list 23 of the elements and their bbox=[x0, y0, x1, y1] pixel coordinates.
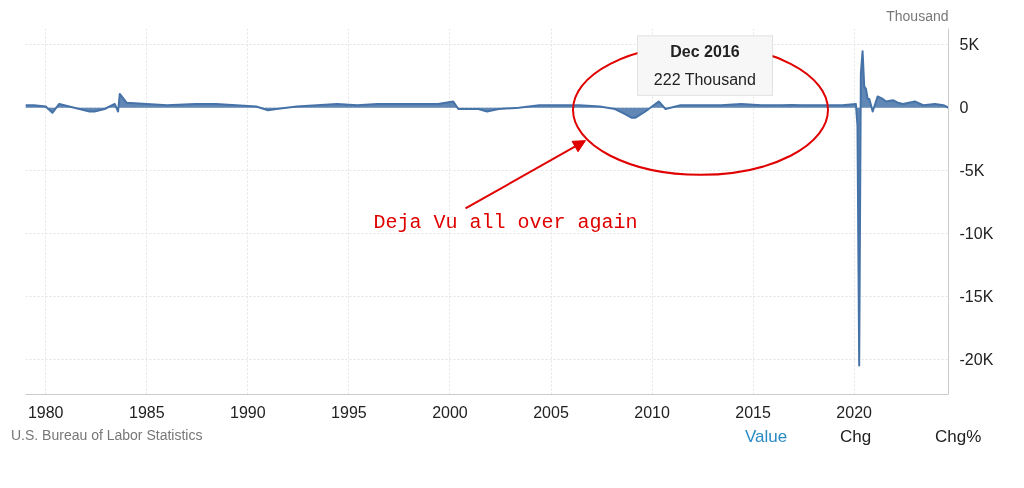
annotation: Dec 2016 bbox=[670, 42, 740, 60]
text: Chg bbox=[840, 426, 872, 448]
annotation: 222 Thousand bbox=[653, 71, 756, 89]
y-tick-label: -15K bbox=[959, 287, 994, 305]
y-tick-label: 5K bbox=[959, 36, 980, 54]
x-tick-label: 1985 bbox=[129, 403, 165, 421]
y-tick-label: -20K bbox=[959, 350, 994, 368]
x-tick-label: 1995 bbox=[331, 403, 367, 421]
text: Chg% bbox=[935, 426, 982, 448]
x-tick-label: 2005 bbox=[533, 403, 569, 421]
y-tick-label: -10K bbox=[959, 225, 994, 243]
x-tick-label: 2015 bbox=[735, 403, 772, 421]
x-tick-label: 2020 bbox=[836, 403, 873, 421]
y-tick-label: -5K bbox=[959, 162, 985, 180]
y-tick-label: 0 bbox=[959, 99, 969, 117]
text: Value bbox=[745, 426, 788, 448]
x-tick-label: 1980 bbox=[27, 403, 64, 421]
annotation: Deja Vu all over again bbox=[373, 211, 638, 235]
x-tick-label: 1990 bbox=[230, 403, 266, 421]
y-axis-title: Thousand bbox=[886, 7, 949, 24]
x-tick-label: 2010 bbox=[634, 403, 670, 421]
text: U.S. Bureau of Labor Statistics bbox=[11, 426, 203, 445]
x-tick-label: 2000 bbox=[432, 403, 468, 421]
